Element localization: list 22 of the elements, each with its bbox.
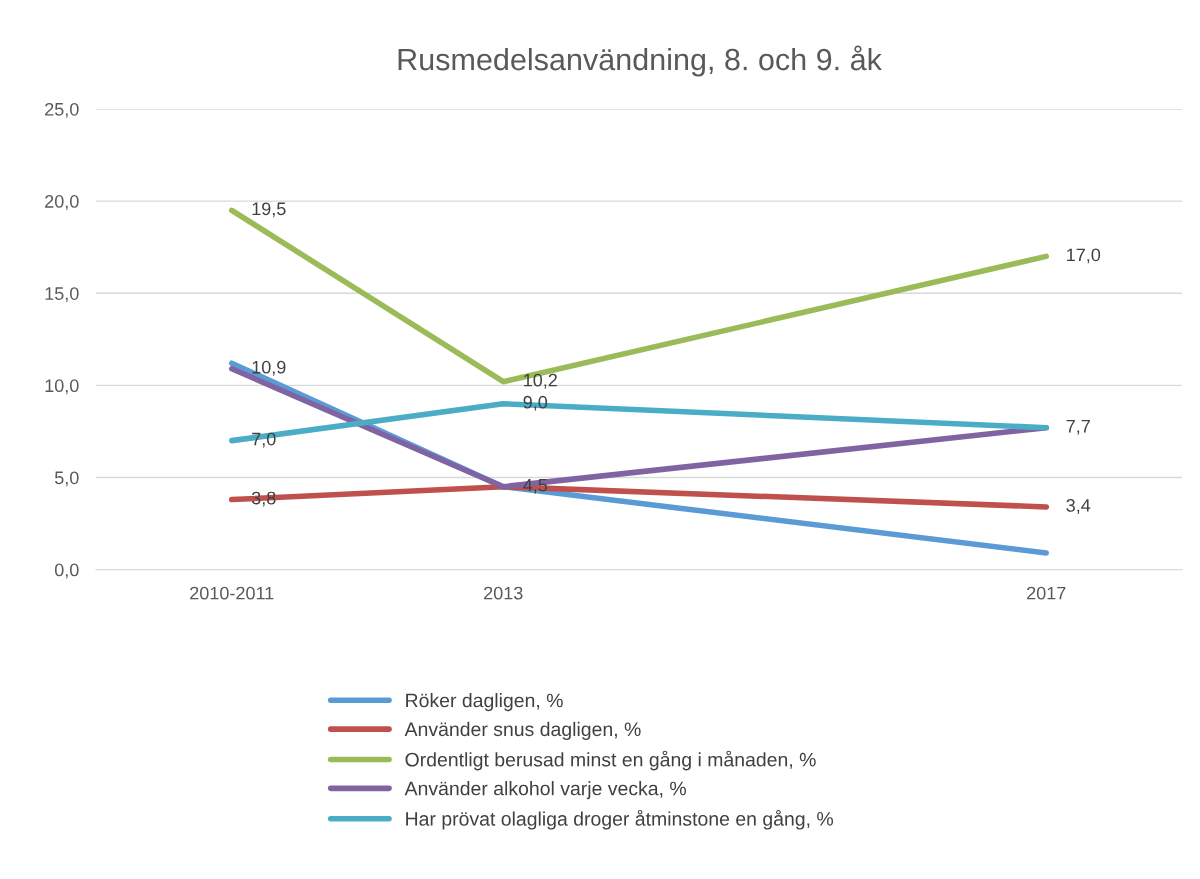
y-tick-label: 5,0 [54, 471, 79, 487]
x-tick-label: 2013 [484, 586, 523, 600]
y-tick-label: 0,0 [54, 563, 79, 579]
data-label: 10,2 [524, 373, 557, 389]
chart-title: Rusmedelsanvändning, 8. och 9. åk [398, 45, 882, 77]
legend-label: Har prövat olagliga droger åtminstone en gång, % [406, 809, 834, 830]
legend-label: Ordentligt berusad minst en gång i månaden, % [405, 750, 816, 771]
data-label: 3,4 [1066, 499, 1091, 514]
data-label: 17,0 [1067, 248, 1101, 264]
data-label: 19,5 [252, 202, 286, 218]
data-label: 4,5 [523, 478, 548, 494]
legend-label: Använder alkohol varje vecka, % [404, 781, 686, 800]
y-tick-label: 10,0 [45, 379, 79, 395]
x-tick-label: 2017 [1027, 586, 1066, 600]
legend-label: Röker dagligen, % [406, 693, 563, 712]
y-tick-label: 25,0 [45, 102, 79, 118]
y-tick-label: 15,0 [45, 287, 79, 303]
data-label: 7,7 [1066, 419, 1090, 435]
data-label: 10,9 [252, 360, 286, 376]
legend-label: Använder snus dagligen, % [404, 721, 641, 740]
x-tick-label: 2010-2011 [190, 586, 274, 600]
y-tick-label: 20,0 [45, 195, 79, 210]
